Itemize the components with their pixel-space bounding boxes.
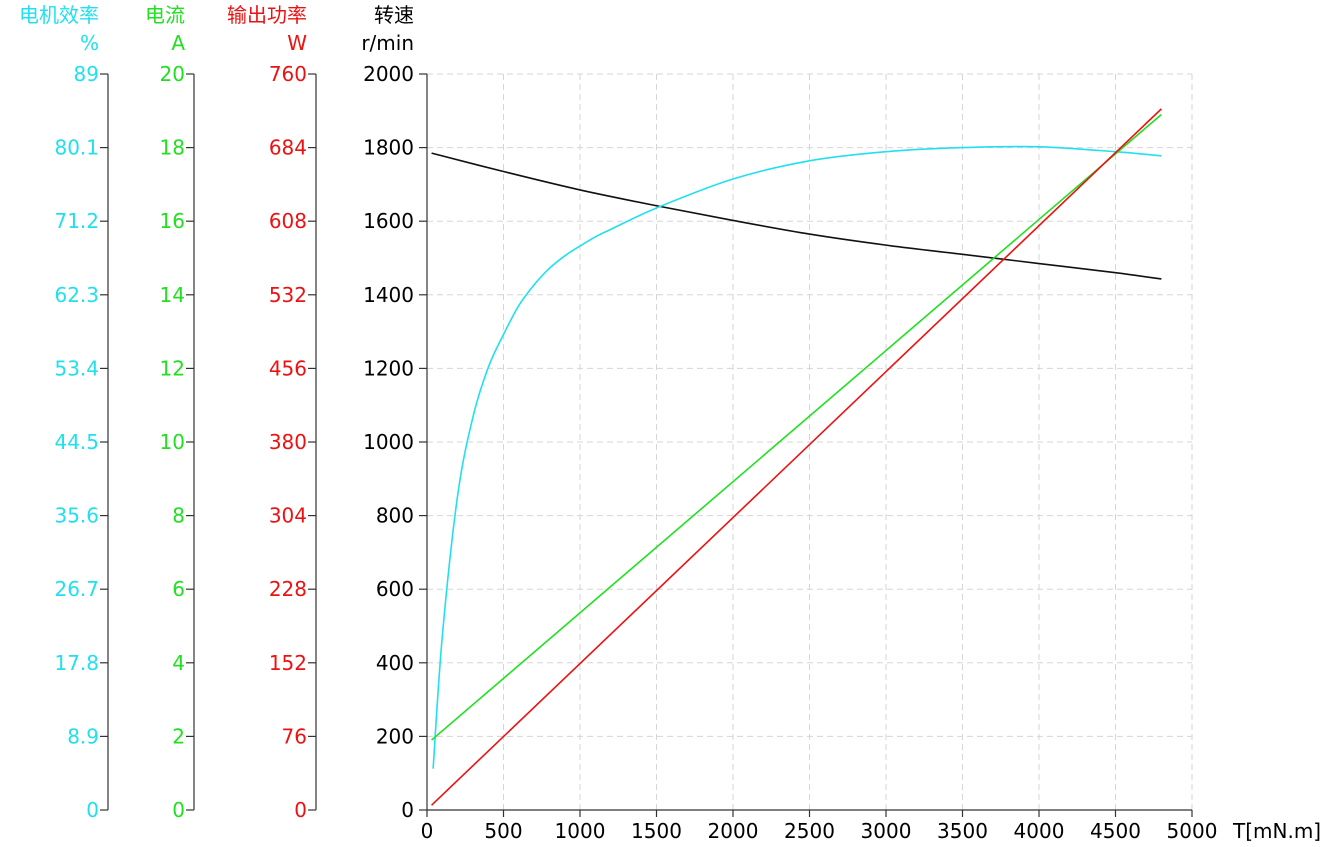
tick-label-current: 10 [160, 430, 185, 454]
tick-label-power: 152 [269, 651, 307, 675]
tick-label-efficiency: 62.3 [54, 283, 99, 307]
tick-label-efficiency: 0 [86, 798, 99, 822]
tick-label-speed: 1400 [363, 283, 414, 307]
axis-title-speed: 转速 [374, 3, 414, 27]
axis-title-power: 输出功率 [227, 3, 307, 27]
axis-unit-efficiency: % [80, 31, 99, 55]
tick-label-efficiency: 8.9 [67, 724, 99, 748]
series-line-speed [431, 152, 1162, 280]
x-tick-label: 5000 [1167, 819, 1218, 843]
tick-label-efficiency: 80.1 [54, 136, 99, 160]
tick-label-speed: 400 [376, 651, 414, 675]
tick-label-current: 16 [160, 209, 185, 233]
axis-title-efficiency: 电机效率 [19, 3, 99, 27]
axis-efficiency: 0 8.9 17.8 26.7 35.6 44.5 53.4 62.3 71.2 80.1 89 电机… [19, 3, 109, 822]
axis-unit-current: A [171, 31, 185, 55]
tick-label-speed: 800 [376, 504, 414, 528]
x-tick-label: 4500 [1090, 819, 1141, 843]
tick-label-current: 4 [172, 651, 185, 675]
tick-label-speed: 1600 [363, 209, 414, 233]
series-line-efficiency [432, 145, 1162, 769]
tick-label-power: 456 [269, 356, 307, 380]
tick-label-power: 76 [282, 724, 307, 748]
axis-speed: 0 200 400 600 800 1000 1200 1400 1600 1800 2000 转速 r… [361, 3, 428, 822]
x-tick-label: 3500 [937, 819, 988, 843]
tick-label-power: 608 [269, 209, 307, 233]
axis-unit-power: W [287, 31, 307, 55]
x-tick-label: 2000 [708, 819, 759, 843]
x-tick-label: 0 [421, 819, 434, 843]
x-tick-label: 1000 [555, 819, 606, 843]
x-axis: 0 500 1000 1500 2000 2500 3000 3500 4000 4500 5000… [421, 809, 1321, 843]
tick-label-current: 0 [172, 798, 185, 822]
tick-label-efficiency: 53.4 [54, 356, 99, 380]
grid-lines [427, 73, 1193, 810]
tick-label-power: 532 [269, 283, 307, 307]
series-line-current [431, 113, 1162, 741]
tick-label-power: 228 [269, 577, 307, 601]
tick-label-efficiency: 44.5 [54, 430, 99, 454]
x-tick-label: 3000 [861, 819, 912, 843]
tick-label-speed: 1200 [363, 356, 414, 380]
tick-label-current: 8 [172, 504, 185, 528]
tick-label-current: 2 [172, 724, 185, 748]
tick-label-current: 12 [160, 356, 185, 380]
tick-label-current: 6 [172, 577, 185, 601]
tick-label-power: 380 [269, 430, 307, 454]
x-tick-label: 500 [484, 819, 522, 843]
tick-label-speed: 200 [376, 724, 414, 748]
tick-label-power: 304 [269, 504, 307, 528]
tick-label-efficiency: 71.2 [54, 209, 99, 233]
tick-label-efficiency: 89 [74, 62, 99, 86]
tick-label-current: 20 [160, 62, 185, 86]
tick-label-current: 18 [160, 136, 185, 160]
x-tick-label: 1500 [631, 819, 682, 843]
tick-label-efficiency: 26.7 [54, 577, 99, 601]
tick-label-current: 14 [160, 283, 185, 307]
axis-unit-speed: r/min [361, 31, 414, 55]
tick-label-speed: 1000 [363, 430, 414, 454]
axis-current: 0 2 4 6 8 10 12 14 16 18 20 电流 A [145, 3, 195, 822]
axis-power: 0 76 152 228 304 380 456 532 608 684 760 输出功率 W [227, 3, 317, 822]
axes: 0 8.9 17.8 26.7 35.6 44.5 53.4 62.3 71.2 80.1 89 电机… [19, 3, 1321, 843]
series-line-power [431, 108, 1162, 806]
tick-label-power: 0 [294, 798, 307, 822]
x-tick-label: 4000 [1014, 819, 1065, 843]
tick-label-speed: 1800 [363, 136, 414, 160]
data-series [431, 108, 1162, 806]
tick-label-speed: 2000 [363, 62, 414, 86]
tick-label-power: 760 [269, 62, 307, 86]
tick-label-power: 684 [269, 136, 307, 160]
tick-label-speed: 600 [376, 577, 414, 601]
x-axis-label: T[mN.m] [1232, 819, 1321, 843]
x-tick-label: 2500 [784, 819, 835, 843]
tick-label-efficiency: 17.8 [54, 651, 99, 675]
tick-label-speed: 0 [401, 798, 414, 822]
axis-title-current: 电流 [145, 3, 185, 27]
tick-label-efficiency: 35.6 [54, 504, 99, 528]
